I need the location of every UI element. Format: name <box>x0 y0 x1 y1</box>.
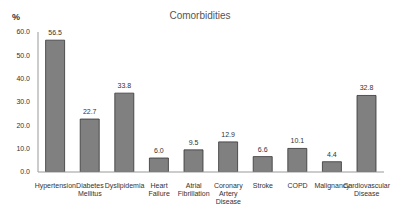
svg-text:10.1: 10.1 <box>290 137 304 144</box>
svg-text:HeartFailure: HeartFailure <box>148 182 170 197</box>
svg-text:Malignancy: Malignancy <box>314 182 350 189</box>
svg-text:Dyslipidemia: Dyslipidemia <box>105 182 145 190</box>
svg-text:40.0: 40.0 <box>16 75 30 82</box>
svg-text:32.8: 32.8 <box>360 84 374 91</box>
svg-text:CardiovascularDisease: CardiovascularDisease <box>343 182 390 197</box>
svg-text:Hypertension: Hypertension <box>35 182 76 190</box>
svg-text:0.0: 0.0 <box>20 168 30 175</box>
svg-text:6.6: 6.6 <box>258 146 268 153</box>
svg-text:AtrialFibrillation: AtrialFibrillation <box>178 182 210 197</box>
svg-text:50.0: 50.0 <box>16 52 30 59</box>
svg-text:COPD: COPD <box>287 182 307 189</box>
svg-text:12.9: 12.9 <box>221 131 235 138</box>
svg-text:CoronaryArteryDisease: CoronaryArteryDisease <box>214 182 243 205</box>
svg-text:33.8: 33.8 <box>117 82 131 89</box>
svg-text:9.5: 9.5 <box>189 139 199 146</box>
svg-text:56.5: 56.5 <box>48 29 62 36</box>
svg-text:60.0: 60.0 <box>16 28 30 35</box>
html-text:Comorbidities: Comorbidities <box>169 10 231 21</box>
svg-text:4.4: 4.4 <box>327 151 337 158</box>
svg-text:30.0: 30.0 <box>16 98 30 105</box>
svg-text:Stroke: Stroke <box>253 182 273 189</box>
svg-text:10.0: 10.0 <box>16 145 30 152</box>
svg-text:DiabetesMellitus: DiabetesMellitus <box>76 182 104 197</box>
svg-text:6.0: 6.0 <box>154 147 164 154</box>
svg-text:20.0: 20.0 <box>16 122 30 129</box>
svg-text:22.7: 22.7 <box>83 108 97 115</box>
